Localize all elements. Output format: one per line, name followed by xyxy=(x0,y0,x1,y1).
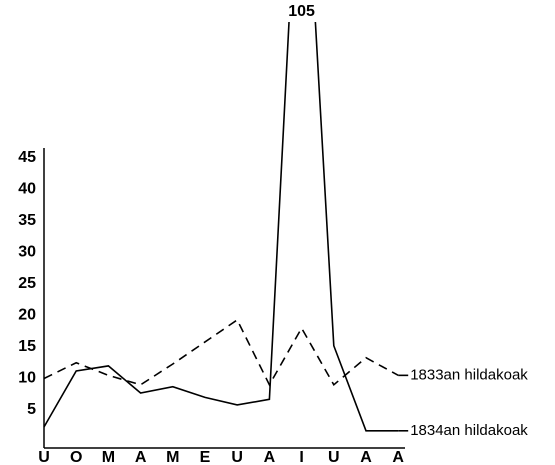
data-label: 105 xyxy=(288,3,315,20)
x-tick-label: M xyxy=(166,449,179,465)
y-tick-label: 30 xyxy=(18,244,36,261)
line-series xyxy=(43,22,399,432)
x-tick-label: M xyxy=(102,449,115,465)
y-tick-label: 40 xyxy=(18,181,36,198)
x-tick-label: A xyxy=(392,449,404,465)
line-series xyxy=(43,318,399,387)
y-tick-label: 10 xyxy=(18,370,36,387)
x-tick-label: A xyxy=(360,449,372,465)
x-tick-label: A xyxy=(135,449,147,465)
x-tick-label: E xyxy=(200,449,211,465)
y-tick-label: 45 xyxy=(18,149,36,166)
legend-label: 1833an hildakoak xyxy=(410,366,528,383)
y-tick-label: 15 xyxy=(18,338,36,355)
x-tick-label: U xyxy=(328,449,340,465)
x-tick-label: A xyxy=(264,449,276,465)
y-tick-label: 5 xyxy=(27,401,36,418)
x-tick-label: I xyxy=(299,449,303,465)
y-tick-label: 35 xyxy=(18,212,36,229)
x-tick-label: U xyxy=(231,449,243,465)
y-tick-label: 25 xyxy=(18,275,36,292)
y-tick-label: 20 xyxy=(18,307,36,324)
x-tick-label: O xyxy=(70,449,82,465)
x-tick-label: U xyxy=(38,449,50,465)
legend-label: 1834an hildakoak xyxy=(410,422,528,439)
